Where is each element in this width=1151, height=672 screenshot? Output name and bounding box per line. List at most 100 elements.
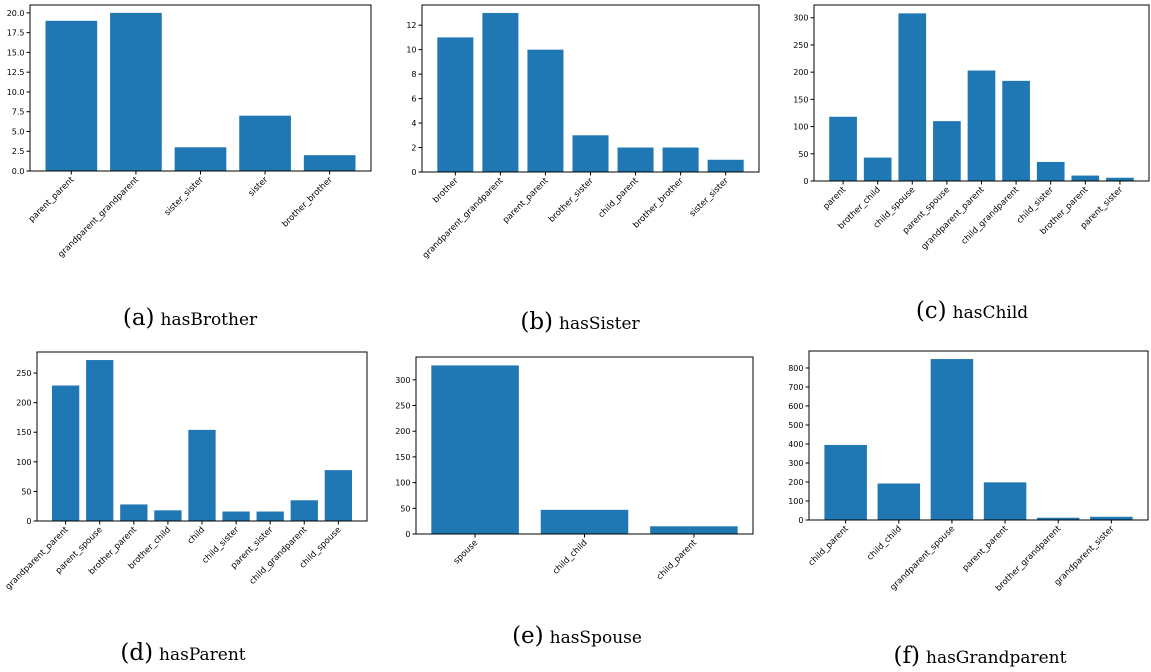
chart-caption: (b) hasSister bbox=[520, 309, 639, 335]
y-tick-label: 0 bbox=[411, 168, 416, 177]
y-tick-label: 250 bbox=[395, 402, 410, 411]
y-tick-label: 300 bbox=[395, 376, 410, 385]
caption-text: hasSister bbox=[559, 314, 640, 334]
y-tick-label: 15.0 bbox=[7, 48, 25, 57]
bar-child-parent bbox=[650, 526, 738, 534]
bar-child-child bbox=[540, 509, 629, 534]
caption-letter: (d) bbox=[120, 640, 154, 666]
bar-parent-spouse bbox=[933, 121, 961, 181]
y-tick-label: 600 bbox=[788, 402, 803, 411]
chart-caption: (d) hasParent bbox=[120, 640, 245, 666]
y-tick-label: 800 bbox=[788, 364, 803, 373]
bar-sister bbox=[239, 115, 291, 171]
caption-letter: (e) bbox=[512, 623, 544, 649]
y-tick-label: 250 bbox=[16, 369, 31, 378]
y-tick-label: 50 bbox=[798, 150, 808, 159]
chart-caption: (e) hasSpouse bbox=[512, 623, 642, 649]
caption-letter: (f) bbox=[893, 643, 920, 669]
y-tick-label: 4 bbox=[411, 119, 416, 128]
bar-brother-child bbox=[154, 510, 182, 521]
y-tick-label: 250 bbox=[793, 41, 808, 50]
bar-child-spouse bbox=[324, 470, 352, 521]
chart-caption: (f) hasGrandparent bbox=[894, 643, 1067, 669]
bar-brother-brother bbox=[662, 147, 699, 172]
bar-parent-parent bbox=[527, 49, 564, 172]
bar-spouse bbox=[431, 365, 519, 534]
caption-letter: (a) bbox=[122, 305, 155, 331]
y-tick-label: 17.5 bbox=[7, 29, 25, 38]
bar-child-spouse bbox=[898, 13, 927, 182]
bar-grandparent-spouse bbox=[930, 359, 974, 520]
bar-sister-sister bbox=[707, 159, 744, 172]
y-tick-label: 100 bbox=[395, 479, 410, 488]
chart-caption: (c) hasChild bbox=[916, 298, 1028, 324]
bar-child-grandparent bbox=[290, 500, 318, 521]
bar-brother-parent bbox=[120, 504, 148, 521]
y-tick-label: 200 bbox=[793, 68, 808, 77]
y-tick-label: 100 bbox=[16, 458, 31, 467]
caption-text: hasSpouse bbox=[549, 628, 642, 648]
y-tick-label: 12 bbox=[406, 21, 416, 30]
y-tick-label: 300 bbox=[788, 459, 803, 468]
bar-child-grandparent bbox=[1002, 80, 1030, 181]
bar-brother-brother bbox=[303, 155, 356, 171]
y-tick-label: 300 bbox=[793, 14, 808, 23]
y-tick-label: 10 bbox=[406, 46, 416, 55]
bar-child-parent bbox=[617, 147, 654, 172]
y-tick-label: 8 bbox=[411, 70, 416, 79]
axes-frame bbox=[808, 350, 1149, 521]
y-tick-label: 7.5 bbox=[12, 108, 25, 117]
y-tick-label: 50 bbox=[21, 487, 31, 496]
y-tick-label: 50 bbox=[400, 504, 410, 513]
bar-parent-sister bbox=[1106, 177, 1134, 181]
x-tick-label: parent_parent bbox=[961, 524, 1011, 574]
y-tick-label: 150 bbox=[16, 428, 31, 437]
bar-parent-parent bbox=[983, 482, 1027, 520]
bar-grandparent-grandparent bbox=[482, 12, 519, 173]
y-tick-label: 12.5 bbox=[7, 68, 25, 77]
bar-grandparent-grandparent bbox=[110, 12, 162, 172]
bar-grandparent-parent bbox=[52, 385, 80, 521]
bar-brother-sister bbox=[572, 135, 609, 172]
bar-parent-sister bbox=[256, 511, 284, 521]
bar-grandparent-parent bbox=[967, 70, 996, 181]
bar-brother-child bbox=[863, 157, 892, 181]
bar-child-child bbox=[877, 483, 921, 520]
caption-letter: (c) bbox=[915, 298, 947, 324]
bar-parent-spouse bbox=[86, 360, 114, 521]
y-tick-label: 2.5 bbox=[12, 147, 25, 156]
chart-caption: (a) hasBrother bbox=[123, 305, 257, 331]
y-tick-label: 0 bbox=[803, 177, 808, 186]
bar-child-parent bbox=[824, 444, 867, 520]
caption-text: hasBrother bbox=[160, 310, 258, 330]
y-tick-label: 0 bbox=[26, 517, 31, 526]
y-tick-label: 200 bbox=[395, 427, 410, 436]
bar-child bbox=[188, 429, 216, 521]
bar-parent bbox=[829, 116, 857, 181]
bar-brother-parent bbox=[1071, 175, 1100, 181]
y-tick-label: 0.0 bbox=[12, 167, 25, 176]
y-tick-label: 200 bbox=[788, 478, 803, 487]
bar-child-sister bbox=[1036, 161, 1065, 181]
y-tick-label: 150 bbox=[793, 95, 808, 104]
bar-parent-parent bbox=[45, 20, 98, 171]
bar-brother-grandparent bbox=[1036, 517, 1080, 520]
y-tick-label: 100 bbox=[793, 123, 808, 132]
x-tick-label: child_parent bbox=[807, 524, 852, 569]
y-tick-label: 150 bbox=[395, 453, 410, 462]
y-tick-label: 6 bbox=[411, 95, 416, 104]
y-tick-label: 5.0 bbox=[12, 127, 25, 136]
y-tick-label: 200 bbox=[16, 399, 31, 408]
y-tick-label: 0 bbox=[798, 516, 803, 525]
caption-letter: (b) bbox=[520, 309, 554, 335]
caption-text: hasParent bbox=[159, 645, 246, 665]
bar-grandparent-sister bbox=[1090, 516, 1133, 520]
y-tick-label: 500 bbox=[788, 421, 803, 430]
y-tick-label: 100 bbox=[788, 497, 803, 506]
bar-sister-sister bbox=[174, 147, 227, 171]
